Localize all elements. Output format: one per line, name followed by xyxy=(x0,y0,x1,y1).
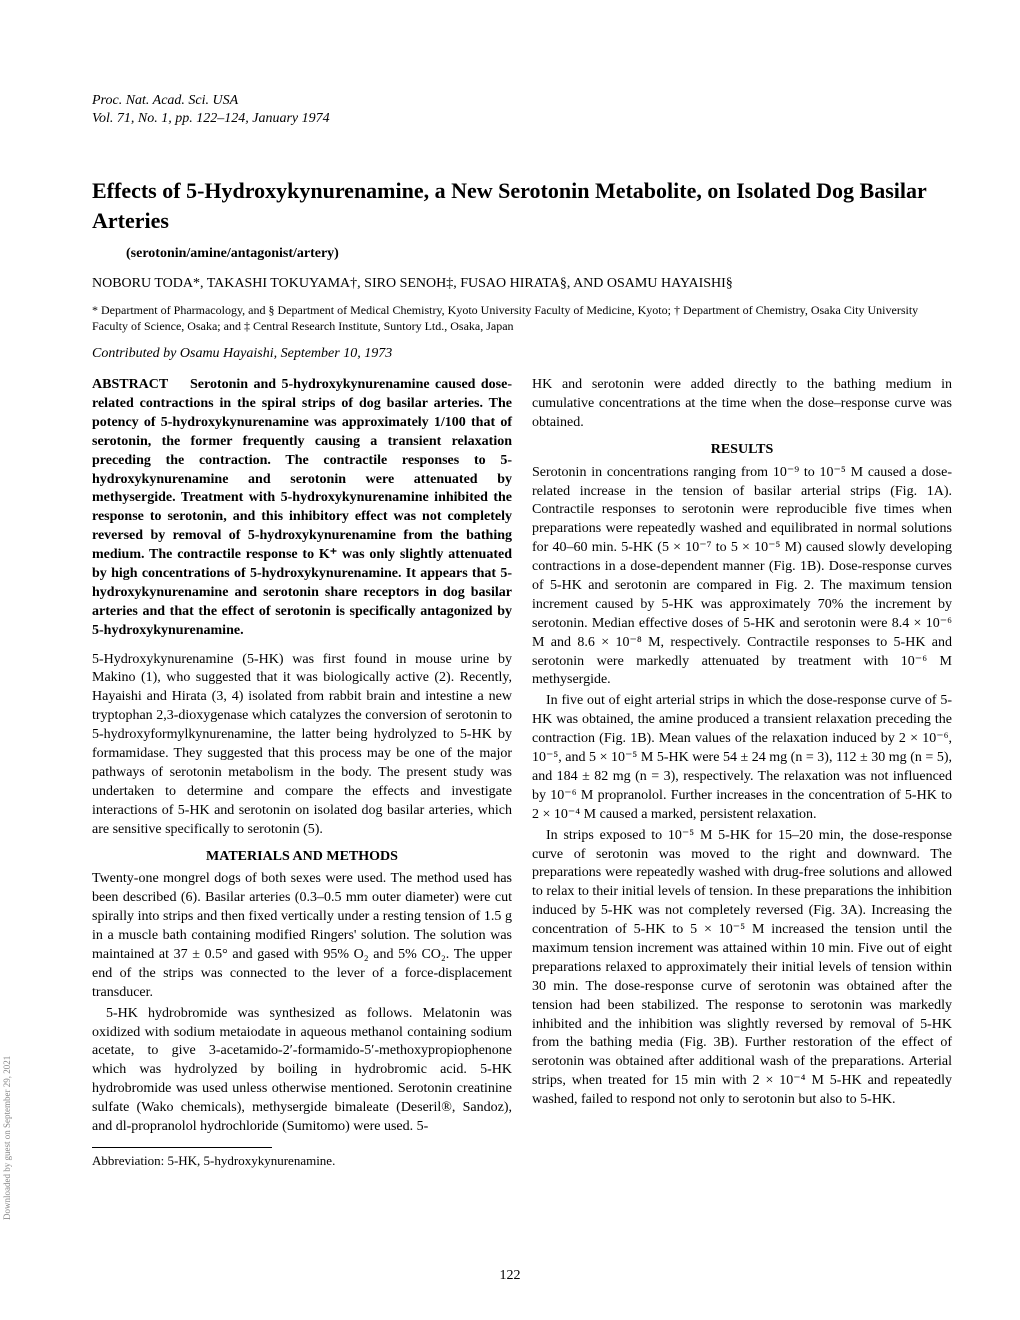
intro-paragraph-1: 5-Hydroxykynurenamine (5-HK) was first f… xyxy=(92,651,512,840)
two-column-content: ABSTRACT Serotonin and 5-hydroxykynurena… xyxy=(92,376,952,1171)
right-column: HK and serotonin were added directly to … xyxy=(532,376,952,1171)
results-paragraph-3: In strips exposed to 10⁻⁵ M 5-HK for 15–… xyxy=(532,827,952,1110)
download-watermark: Downloaded by guest on September 29, 202… xyxy=(2,1056,12,1220)
abbreviation-footnote: Abbreviation: 5-HK, 5-hydroxykynurenamin… xyxy=(92,1152,512,1170)
materials-paragraph-2: 5-HK hydrobromide was synthesized as fol… xyxy=(92,1005,512,1137)
authors: NOBORU TODA*, TAKASHI TOKUYAMA†, SIRO SE… xyxy=(92,276,952,292)
footnote-separator xyxy=(92,1147,272,1148)
contributed-by: Contributed by Osamu Hayaishi, September… xyxy=(92,346,952,362)
right-paragraph-1: HK and serotonin were added directly to … xyxy=(532,376,952,433)
left-column: ABSTRACT Serotonin and 5-hydroxykynurena… xyxy=(92,376,512,1171)
results-heading: RESULTS xyxy=(532,441,952,460)
materials-paragraph-1: Twenty-one mongrel dogs of both sexes we… xyxy=(92,870,512,1002)
abstract-label: ABSTRACT xyxy=(92,377,168,392)
materials-heading: MATERIALS AND METHODS xyxy=(92,848,512,867)
journal-name: Proc. Nat. Acad. Sci. USA xyxy=(92,92,952,110)
article-title: Effects of 5-Hydroxykynurenamine, a New … xyxy=(92,176,952,235)
affiliations: * Department of Pharmacology, and § Depa… xyxy=(92,302,952,334)
page-number: 122 xyxy=(500,1268,521,1284)
keywords: (serotonin/amine/antagonist/artery) xyxy=(126,246,952,262)
results-paragraph-2: In five out of eight arterial strips in … xyxy=(532,692,952,824)
journal-header: Proc. Nat. Acad. Sci. USA Vol. 71, No. 1… xyxy=(92,92,952,128)
abstract-text: Serotonin and 5-hydroxykynurenamine caus… xyxy=(92,377,512,638)
results-paragraph-1: Serotonin in concentrations ranging from… xyxy=(532,464,952,691)
abstract: ABSTRACT Serotonin and 5-hydroxykynurena… xyxy=(92,376,512,640)
journal-volume: Vol. 71, No. 1, pp. 122–124, January 197… xyxy=(92,110,952,128)
